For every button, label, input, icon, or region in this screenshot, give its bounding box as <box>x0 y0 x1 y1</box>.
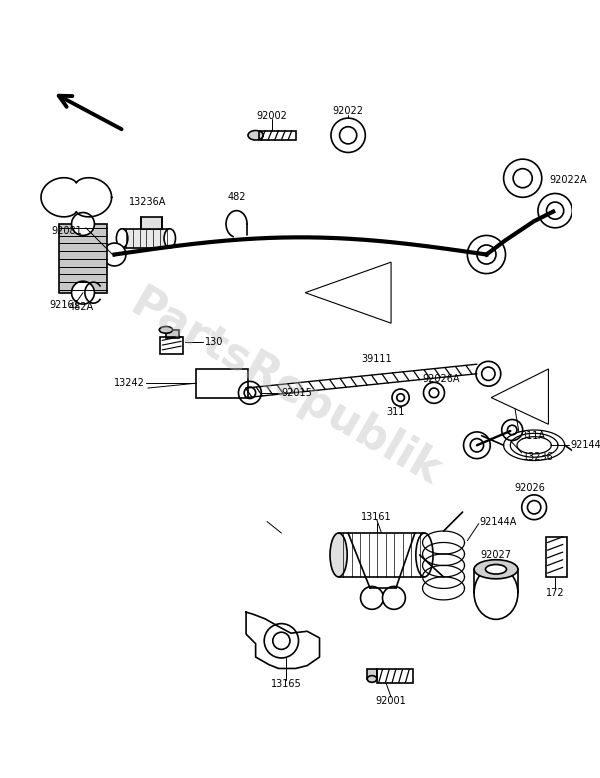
Text: 92001: 92001 <box>376 696 406 706</box>
Ellipse shape <box>474 559 518 579</box>
Circle shape <box>264 624 299 658</box>
Ellipse shape <box>159 327 173 333</box>
Text: 172: 172 <box>546 588 565 598</box>
Text: 482: 482 <box>227 192 246 202</box>
Text: 13236A: 13236A <box>129 197 167 207</box>
Circle shape <box>340 127 357 144</box>
Ellipse shape <box>248 131 263 140</box>
Ellipse shape <box>416 533 433 577</box>
Ellipse shape <box>116 229 128 248</box>
Text: 13161: 13161 <box>361 512 392 522</box>
Bar <box>545 537 566 577</box>
Circle shape <box>513 169 532 187</box>
Circle shape <box>331 118 365 152</box>
Circle shape <box>397 394 404 401</box>
Text: 92081: 92081 <box>52 226 82 236</box>
Circle shape <box>502 419 523 440</box>
Ellipse shape <box>367 675 377 682</box>
Polygon shape <box>305 262 391 323</box>
Text: 92026: 92026 <box>514 483 545 493</box>
Text: 92015: 92015 <box>281 387 312 398</box>
Bar <box>141 217 162 229</box>
Text: 39111: 39111 <box>361 355 392 364</box>
Text: 92144A: 92144A <box>480 517 517 527</box>
Circle shape <box>527 500 541 514</box>
Text: PartsRepublik: PartsRepublik <box>123 282 449 495</box>
Circle shape <box>392 389 409 406</box>
Text: 92161: 92161 <box>49 300 80 310</box>
Text: 311: 311 <box>386 407 405 417</box>
Text: 13165: 13165 <box>271 678 302 689</box>
Circle shape <box>361 587 383 609</box>
Circle shape <box>424 382 445 403</box>
Text: 92022: 92022 <box>332 107 364 117</box>
Bar <box>160 337 183 354</box>
Bar <box>377 669 413 683</box>
Circle shape <box>429 388 439 398</box>
Ellipse shape <box>330 533 347 577</box>
Text: 92002: 92002 <box>256 111 287 121</box>
Text: 130: 130 <box>205 337 223 347</box>
Circle shape <box>238 381 262 405</box>
Text: 13236: 13236 <box>523 452 553 461</box>
Circle shape <box>547 202 564 219</box>
Circle shape <box>476 361 501 386</box>
Circle shape <box>71 212 94 236</box>
Bar <box>59 224 107 293</box>
Circle shape <box>503 159 542 198</box>
Circle shape <box>477 245 496 264</box>
Ellipse shape <box>474 567 518 619</box>
Circle shape <box>538 194 572 228</box>
Text: 92027: 92027 <box>481 550 511 560</box>
Ellipse shape <box>485 565 506 574</box>
Text: 482A: 482A <box>68 302 94 312</box>
Circle shape <box>508 426 517 435</box>
Bar <box>196 369 248 398</box>
Ellipse shape <box>164 229 176 248</box>
Text: 13242: 13242 <box>114 378 145 388</box>
Circle shape <box>464 432 490 458</box>
Circle shape <box>71 281 94 304</box>
Circle shape <box>382 587 406 609</box>
Bar <box>367 669 377 679</box>
Text: 92144: 92144 <box>571 440 600 450</box>
Circle shape <box>482 367 495 380</box>
Bar <box>259 131 296 140</box>
Circle shape <box>522 495 547 520</box>
Text: 311A: 311A <box>520 431 545 441</box>
Circle shape <box>470 439 484 452</box>
Circle shape <box>103 243 126 266</box>
Circle shape <box>273 633 290 650</box>
Polygon shape <box>491 369 548 424</box>
Bar <box>166 330 179 338</box>
Circle shape <box>244 387 256 398</box>
Circle shape <box>467 236 506 274</box>
Bar <box>122 229 170 248</box>
Text: 92022A: 92022A <box>550 175 587 185</box>
Text: 92026A: 92026A <box>422 373 460 384</box>
